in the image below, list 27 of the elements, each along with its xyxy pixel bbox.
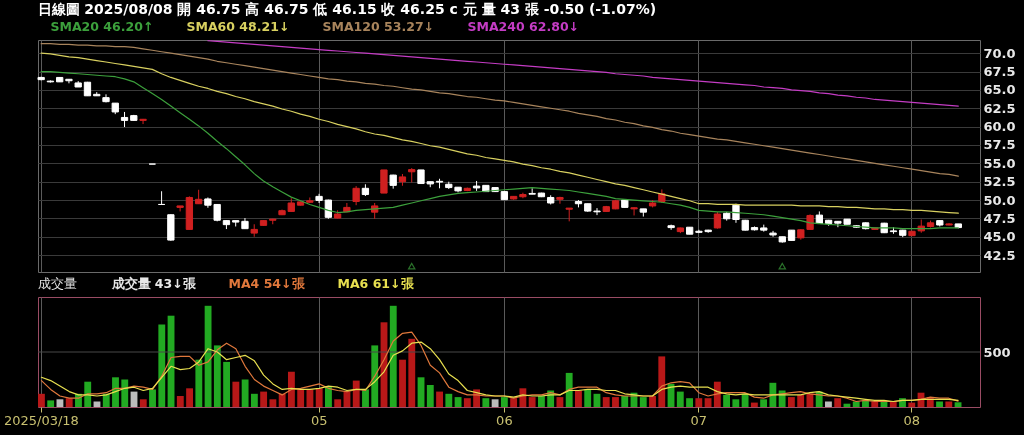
y-tick-label: 65.0 (983, 82, 1016, 98)
x-tick-label: 08 (903, 412, 921, 428)
text: SMA20 46.20↑ (50, 19, 154, 35)
y-tick-label: 45.0 (983, 229, 1016, 245)
y-tick-label: 57.5 (983, 137, 1016, 153)
y-tick-label: 70.0 (983, 45, 1016, 61)
y-tick-label: 50.0 (983, 192, 1016, 208)
y-tick-label: 55.0 (983, 155, 1016, 171)
text: SMA60 48.21↓ (186, 19, 290, 35)
y-tick-label: 500 (983, 344, 1011, 360)
text: SMA240 62.80↓ (467, 19, 580, 35)
chart-title: 日線圖 2025/08/08 開 46.75 高 46.75 低 46.15 收 46.25 c 元 量 43 張 -0.50 (-1.07%) (37, 1, 657, 17)
x-tick-label: 05 (310, 412, 328, 428)
y-tick-label: 42.5 (983, 247, 1016, 263)
y-tick-label: 67.5 (983, 64, 1016, 80)
legend-title: 成交量 (38, 276, 77, 291)
text: MA4 54↓張 (228, 276, 306, 292)
text: MA6 61↓張 (337, 276, 415, 292)
y-tick-label: 52.5 (983, 174, 1016, 190)
x-tick-label: 07 (690, 412, 708, 428)
y-tick-label: 47.5 (983, 210, 1016, 226)
y-tick-label: 62.5 (983, 100, 1016, 116)
series-label: 成交量 43↓張 (110, 276, 197, 292)
y-tick-label: 60.0 (983, 119, 1016, 135)
x-tick-label: 2025/03/18 (3, 412, 79, 428)
x-tick-label: 06 (496, 412, 513, 428)
text: SMA120 53.27↓ (322, 19, 435, 35)
